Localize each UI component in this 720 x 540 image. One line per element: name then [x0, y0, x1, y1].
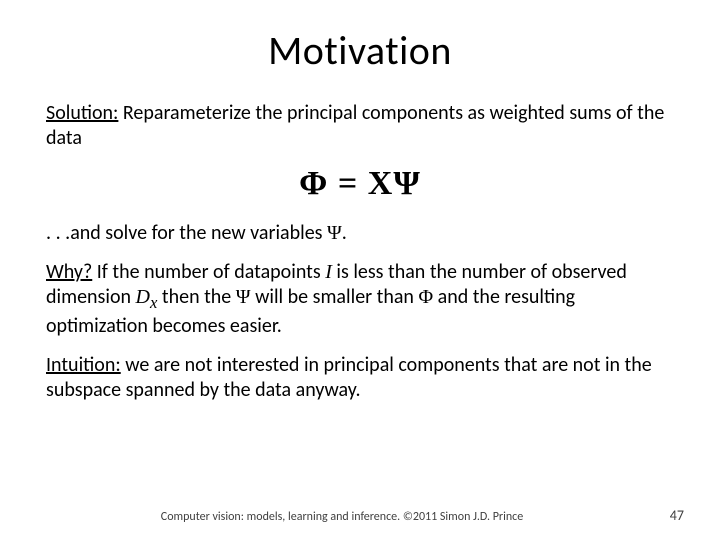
- why-phi: Φ: [418, 286, 433, 308]
- solution-text: Reparameterize the principal components …: [46, 101, 664, 150]
- eq-equals: =: [328, 165, 367, 202]
- why-t3: then the: [157, 285, 235, 309]
- why-label: Why?: [46, 260, 92, 284]
- eq-phi: Φ: [299, 165, 328, 202]
- solution-label: Solution:: [46, 101, 118, 125]
- equation: Φ = XΨ: [299, 165, 421, 202]
- eq-X: X: [368, 165, 394, 202]
- why-t4: will be smaller than: [251, 285, 419, 309]
- intuition-text: we are not interested in principal compo…: [46, 353, 652, 402]
- equation-block: Φ = XΨ: [46, 165, 674, 203]
- page-title: Motivation: [46, 26, 674, 75]
- solve-paragraph: . . .and solve for the new variables Ψ.: [46, 221, 674, 246]
- solve-suffix: .: [342, 221, 347, 245]
- intuition-paragraph: Intuition: we are not interested in prin…: [46, 353, 674, 403]
- why-Dx: D: [136, 286, 150, 308]
- footer-text: Computer vision: models, learning and in…: [0, 510, 684, 524]
- why-paragraph: Why? If the number of datapoints I is le…: [46, 260, 674, 339]
- solution-paragraph: Solution: Reparameterize the principal c…: [46, 101, 674, 151]
- footer: Computer vision: models, learning and in…: [0, 510, 720, 524]
- intuition-label: Intuition:: [46, 353, 121, 377]
- why-t1: If the number of datapoints: [92, 260, 325, 284]
- eq-psi: Ψ: [393, 165, 421, 202]
- solve-prefix: . . .and solve for the new variables: [46, 221, 327, 245]
- why-psi: Ψ: [236, 286, 251, 308]
- slide: Motivation Solution: Reparameterize the …: [0, 0, 720, 540]
- solve-var-psi: Ψ: [327, 222, 342, 244]
- why-I: I: [325, 261, 332, 283]
- page-number: 47: [670, 507, 684, 524]
